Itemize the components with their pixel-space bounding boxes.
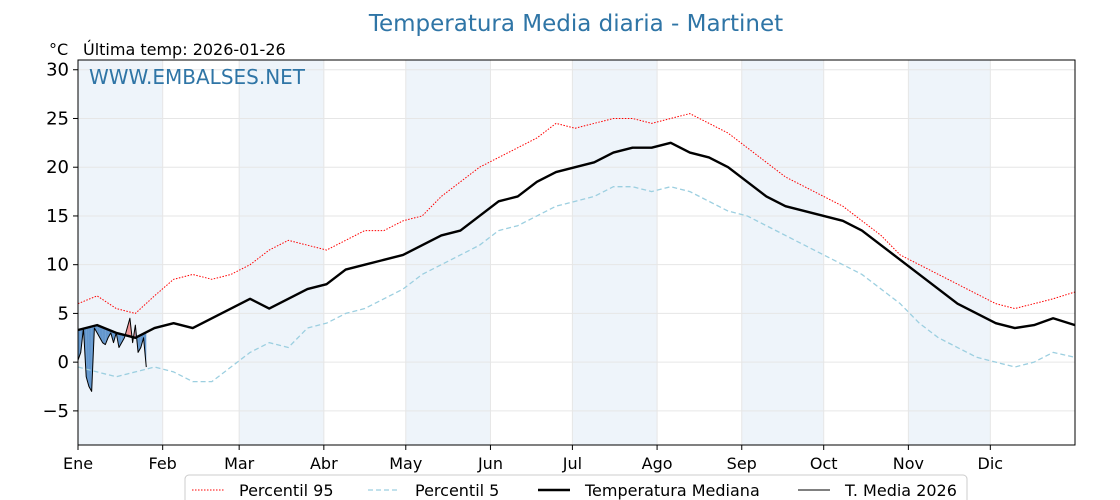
x-tick-label-dic: Dic	[978, 454, 1004, 473]
x-axis: Ene Feb Mar Abr May Jun Jul Ago Sep Oct Nov Dic	[63, 445, 1003, 473]
legend-label-3: Temperatura Mediana	[584, 481, 760, 500]
plot-frame	[77, 59, 1076, 446]
month-band-nov	[908, 60, 991, 445]
y-axis: 30 25 20 15 10 5 0 −5	[42, 60, 78, 422]
unit-label: °C	[49, 40, 68, 59]
fill-above-median	[127, 318, 130, 337]
x-tick-label-mar: Mar	[224, 454, 255, 473]
chart-title: Temperatura Media diaria - Martinet	[368, 11, 783, 37]
month-band-mar	[239, 60, 324, 445]
legend-label-1: Percentil 95	[239, 481, 334, 500]
y-tick-label: 30	[46, 60, 69, 81]
watermark: WWW.EMBALSES.NET	[89, 65, 306, 89]
x-tick-label-jun: Jun	[477, 454, 503, 473]
fill-below-median	[97, 325, 100, 338]
fill-below-median	[88, 326, 92, 392]
series-lines	[77, 113, 1076, 392]
y-tick-label: 0	[58, 352, 69, 373]
legend-box	[184, 474, 968, 500]
fill-below-median	[78, 329, 81, 361]
y-tick-label: 5	[58, 303, 69, 324]
x-tick-label-oct: Oct	[810, 454, 838, 473]
fill-below-median	[86, 327, 89, 387]
x-tick-label-ene: Ene	[63, 454, 93, 473]
month-band-jul	[572, 60, 658, 445]
last-temp-label: Última temp: 2026-01-26	[83, 40, 286, 59]
x-tick-label-ago: Ago	[642, 454, 673, 473]
x-tick-label-sep: Sep	[727, 454, 757, 473]
y-tick-label: −5	[42, 401, 69, 422]
month-band-sep	[741, 60, 824, 445]
y-tick-label: 25	[46, 108, 69, 129]
legend-label-2: Percentil 5	[415, 481, 499, 500]
plot-background	[78, 60, 991, 445]
x-tick-label-may: May	[389, 454, 422, 473]
series-line-percentil-95	[77, 113, 1076, 314]
y-tick-label: 15	[46, 206, 69, 227]
fill-below-median	[102, 327, 106, 345]
x-tick-label-abr: Abr	[310, 454, 338, 473]
legend: Percentil 95 Percentil 5 Temperatura Media…	[184, 474, 968, 500]
series-line-temperatura-mediana	[77, 141, 1076, 339]
series-line-percentil-5	[77, 186, 1076, 383]
y-tick-label: 10	[46, 255, 69, 276]
fill-below-median	[105, 328, 109, 345]
y-tick-label: 20	[46, 157, 69, 178]
series-line-t-media-2026	[77, 317, 147, 392]
x-tick-label-jul: Jul	[562, 454, 582, 473]
x-tick-label-feb: Feb	[149, 454, 177, 473]
legend-label-4: T. Media 2026	[844, 481, 957, 500]
month-band-may	[405, 60, 491, 445]
x-tick-label-nov: Nov	[893, 454, 924, 473]
fill-below-median	[118, 333, 122, 348]
